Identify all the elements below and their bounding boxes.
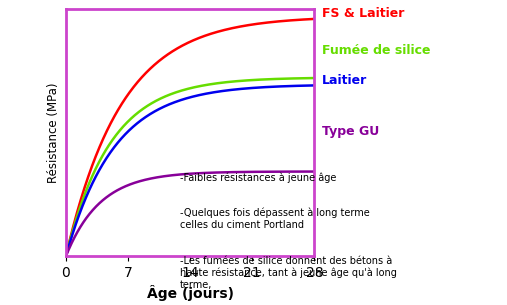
Text: Type GU: Type GU	[322, 125, 379, 138]
Text: -Faibles résistances à jeune âge: -Faibles résistances à jeune âge	[180, 172, 336, 183]
Text: -Les fumées de silice donnent des bétons à
haute résistance, tant à jeune âge qu: -Les fumées de silice donnent des bétons…	[180, 256, 397, 290]
Text: Laitier: Laitier	[322, 74, 367, 87]
Text: Fumée de silice: Fumée de silice	[322, 44, 430, 57]
X-axis label: Âge (jours): Âge (jours)	[147, 285, 234, 301]
Text: -Quelques fois dépassent à long terme
celles du ciment Portland: -Quelques fois dépassent à long terme ce…	[180, 207, 370, 229]
Y-axis label: Résistance (MPa): Résistance (MPa)	[47, 82, 60, 183]
Text: FS & Laitier: FS & Laitier	[322, 7, 404, 20]
